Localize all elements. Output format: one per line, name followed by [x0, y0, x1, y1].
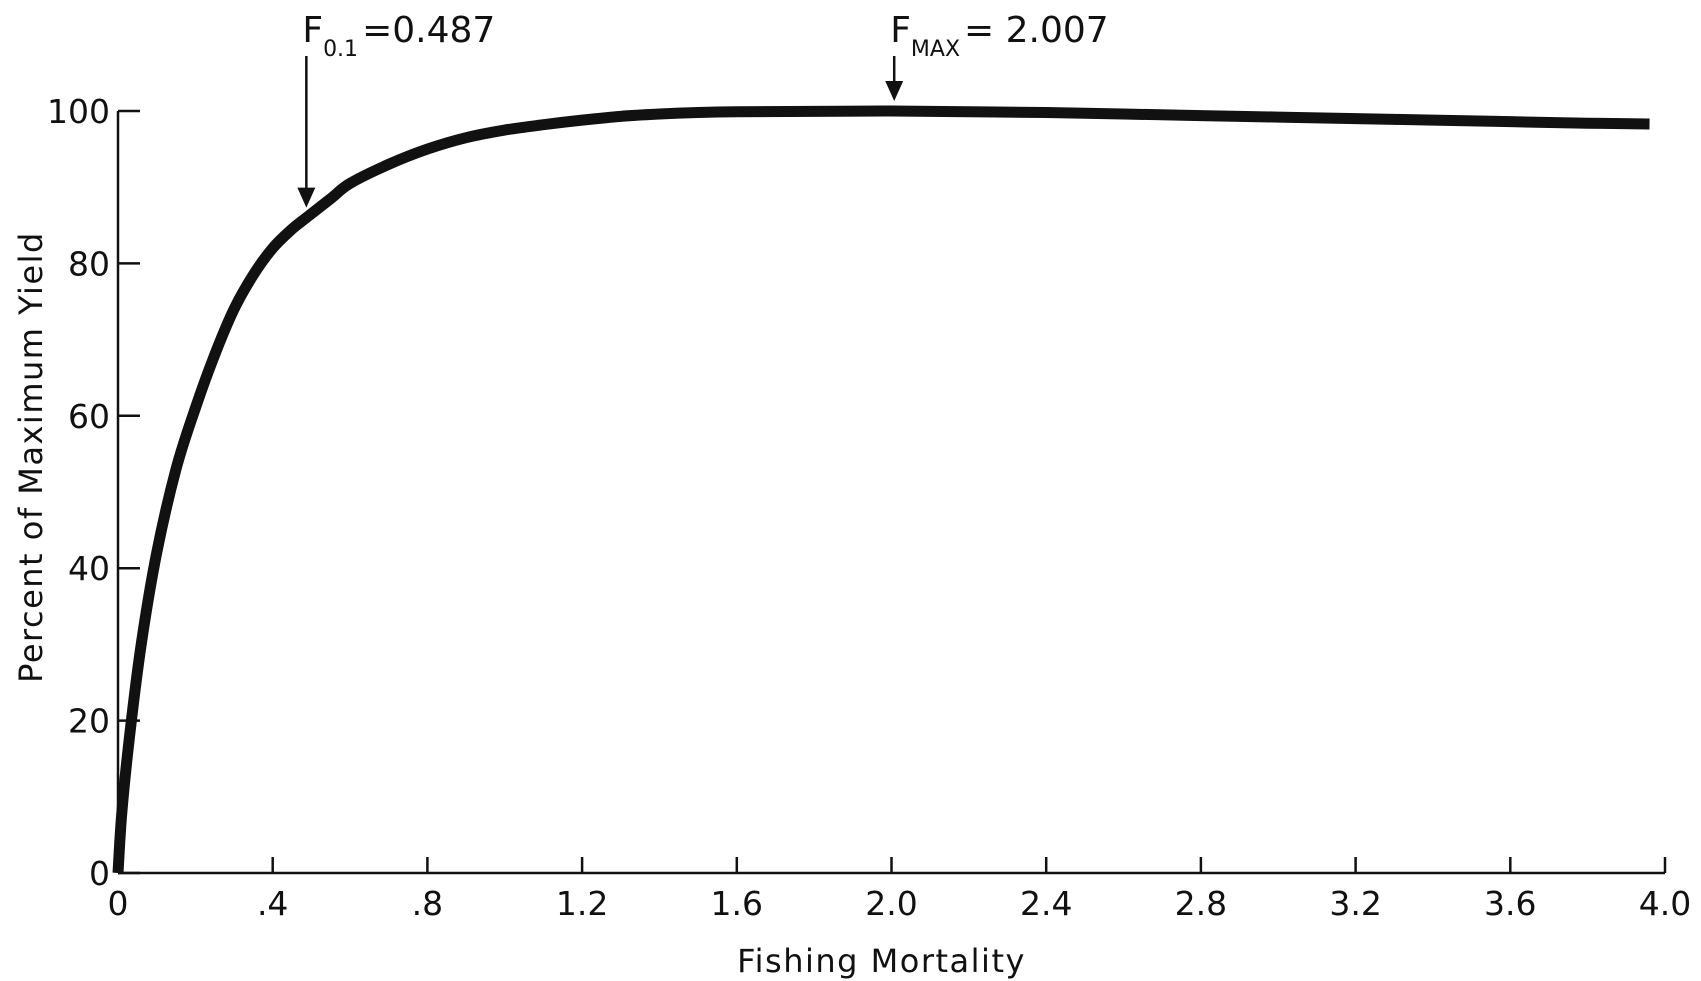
x-tick-label: 2.4 — [1020, 884, 1072, 923]
x-tick-label: 1.6 — [711, 884, 763, 923]
y-tick-label: 100 — [47, 92, 110, 131]
y-tick-label: 80 — [68, 244, 110, 283]
x-tick-label: 2.8 — [1175, 884, 1227, 923]
series-layer — [112, 105, 1650, 874]
yield-curve — [112, 105, 1650, 874]
x-tick-label: 0 — [108, 884, 129, 923]
y-tick-label: 40 — [68, 549, 110, 588]
x-tick-label: .8 — [412, 884, 444, 923]
x-tick-label: .4 — [257, 884, 289, 923]
f01-annotation: F0.1 =0.487 — [297, 10, 495, 208]
x-tick-label: 3.6 — [1484, 884, 1536, 923]
x-tick-label: 2.0 — [865, 884, 917, 923]
f01-label: F0.1 =0.487 — [302, 10, 495, 62]
axes — [116, 111, 1665, 875]
y-tick-label: 20 — [68, 702, 110, 741]
fmax-arrow-head — [885, 81, 904, 101]
x-tick-label: 3.2 — [1329, 884, 1381, 923]
fmax-label: FMAX = 2.007 — [890, 10, 1109, 62]
y-axis-title: Percent of Maximum Yield — [12, 231, 50, 683]
x-tick-label: 4.0 — [1639, 884, 1691, 923]
y-tick-label: 60 — [68, 397, 110, 436]
annotation-layer: F0.1 =0.487 FMAX = 2.007 — [297, 10, 1109, 208]
tick-layer: 0 .4 .8 1.2 1.6 2.0 2.4 2.8 3.2 3.6 4.0 0 20 40 60 80 10… — [47, 92, 1691, 923]
x-axis-title: Fishing Mortality — [737, 942, 1026, 980]
y-tick-label: 0 — [89, 854, 110, 893]
f01-arrow-head — [297, 187, 316, 208]
x-tick-label: 1.2 — [556, 884, 608, 923]
fmax-annotation: FMAX = 2.007 — [885, 10, 1109, 101]
